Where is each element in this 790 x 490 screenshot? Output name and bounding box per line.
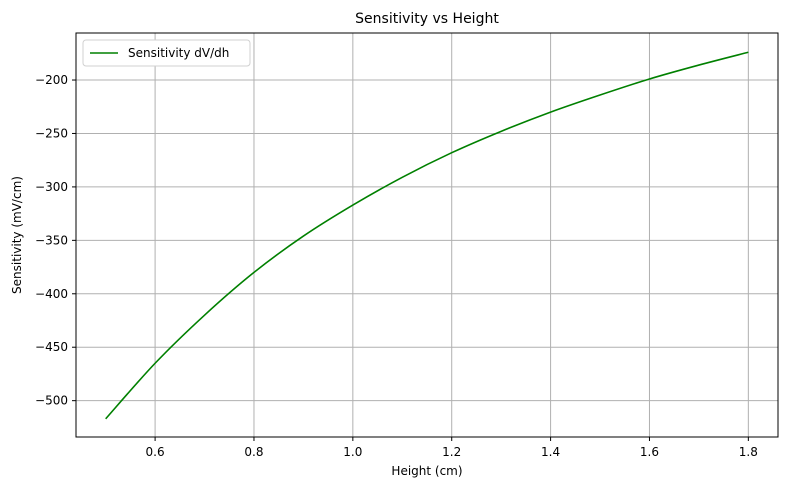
x-axis: 0.6 0.8 1.0 1.2 1.4 1.6 1.8 xyxy=(146,437,758,459)
y-axis-label: Sensitivity (mV/cm) xyxy=(10,176,24,294)
y-tick-label: −350 xyxy=(35,233,68,247)
x-axis-label: Height (cm) xyxy=(391,464,462,478)
legend-box xyxy=(82,39,251,67)
y-tick-label: −500 xyxy=(35,394,68,408)
x-tick-label: 1.0 xyxy=(343,445,362,459)
y-tick-label: −300 xyxy=(35,180,68,194)
y-tick-label: −200 xyxy=(35,73,68,87)
y-tick-label: −250 xyxy=(35,126,68,140)
y-tick-label: −400 xyxy=(35,287,68,301)
grid xyxy=(76,33,778,437)
y-tick-label: −450 xyxy=(35,340,68,354)
legend-label: Sensitivity dV/dh xyxy=(128,46,229,60)
x-tick-label: 0.8 xyxy=(244,445,263,459)
y-axis: −500 −450 −400 −350 −300 −250 −200 xyxy=(35,73,76,408)
x-tick-label: 1.4 xyxy=(541,445,560,459)
series-line xyxy=(105,51,749,420)
chart-title: Sensitivity vs Height xyxy=(355,11,499,27)
x-tick-label: 1.6 xyxy=(640,445,659,459)
series-layer xyxy=(105,51,749,420)
x-tick-label: 1.2 xyxy=(442,445,461,459)
x-tick-label: 0.6 xyxy=(146,445,165,459)
x-tick-label: 1.8 xyxy=(739,445,758,459)
plot-area xyxy=(76,33,778,437)
legend: Sensitivity dV/dh xyxy=(82,39,251,67)
axes-frame xyxy=(75,32,779,438)
